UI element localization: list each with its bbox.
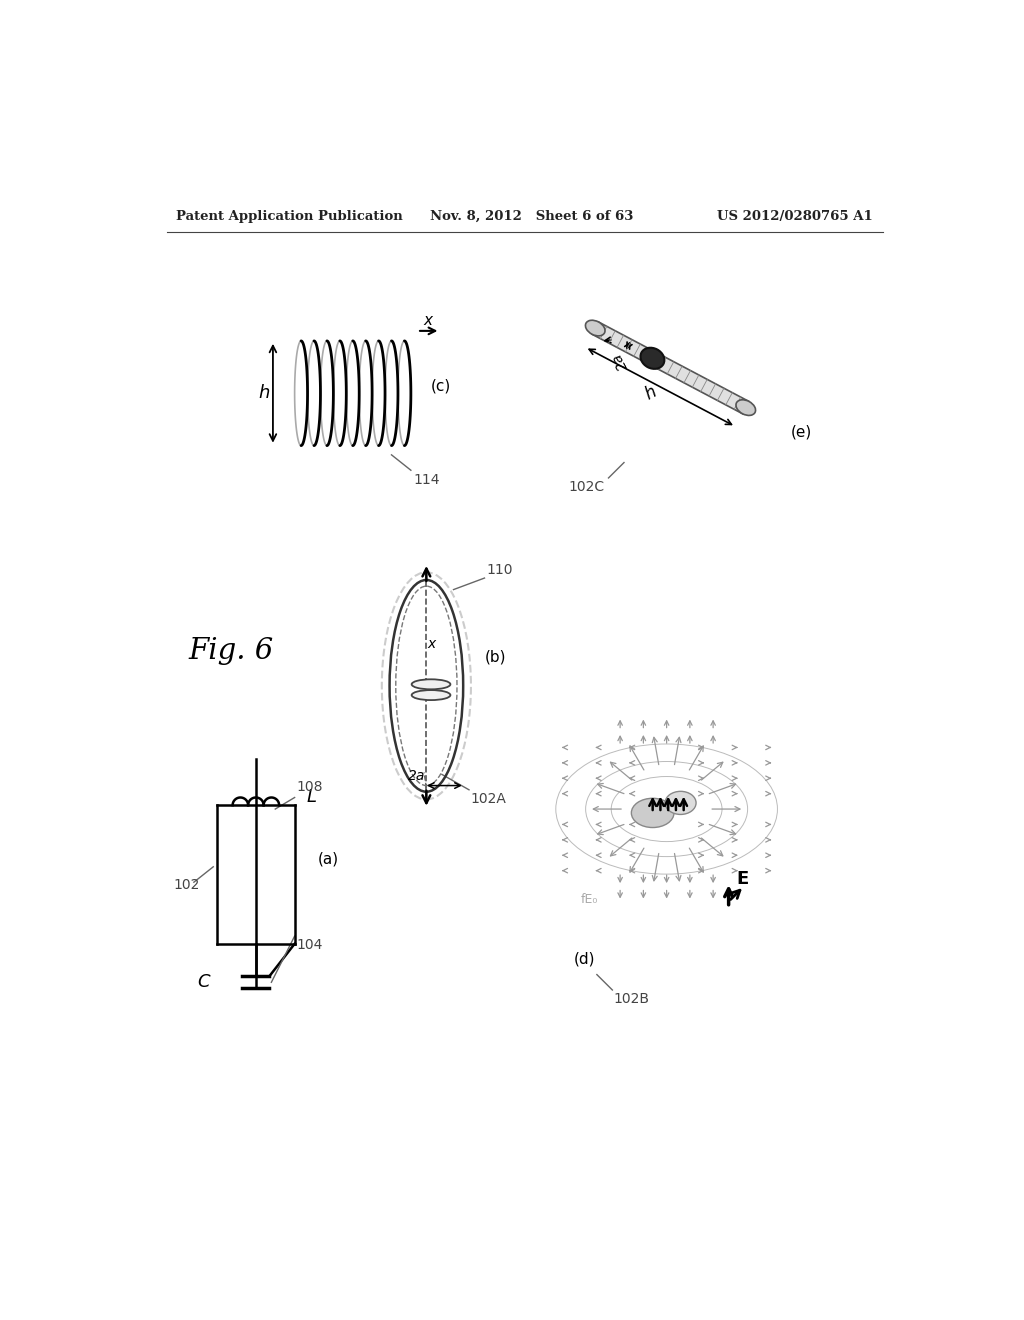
Text: 2a: 2a: [610, 350, 631, 372]
Text: (e): (e): [791, 424, 812, 440]
Text: (c): (c): [430, 378, 451, 393]
Text: x: x: [427, 636, 435, 651]
Text: 110: 110: [486, 562, 513, 577]
Text: fE₀: fE₀: [581, 894, 598, 907]
Text: (b): (b): [484, 649, 506, 665]
Text: 102: 102: [173, 878, 200, 892]
Text: 114: 114: [414, 473, 439, 487]
Text: (d): (d): [573, 952, 595, 966]
Text: 102C: 102C: [568, 480, 604, 494]
Text: US 2012/0280765 A1: US 2012/0280765 A1: [717, 210, 872, 223]
Text: h: h: [642, 383, 659, 404]
Text: Fig. 6: Fig. 6: [188, 638, 273, 665]
Text: 108: 108: [296, 780, 323, 795]
Text: x: x: [424, 313, 432, 327]
Polygon shape: [592, 322, 749, 413]
Text: (a): (a): [317, 851, 339, 867]
Text: E: E: [736, 870, 749, 888]
Text: h: h: [258, 384, 269, 403]
Ellipse shape: [412, 690, 451, 700]
Text: L: L: [306, 788, 316, 807]
Text: 102B: 102B: [614, 993, 650, 1006]
Ellipse shape: [736, 400, 756, 416]
Ellipse shape: [665, 792, 696, 814]
Ellipse shape: [412, 680, 451, 689]
Ellipse shape: [640, 347, 665, 368]
Text: C: C: [197, 973, 210, 991]
Text: Patent Application Publication: Patent Application Publication: [176, 210, 402, 223]
Text: 102A: 102A: [471, 792, 507, 807]
Text: 104: 104: [296, 939, 323, 953]
Text: 2a: 2a: [409, 770, 426, 783]
Ellipse shape: [586, 321, 605, 335]
Text: Nov. 8, 2012   Sheet 6 of 63: Nov. 8, 2012 Sheet 6 of 63: [430, 210, 634, 223]
Ellipse shape: [632, 799, 674, 828]
